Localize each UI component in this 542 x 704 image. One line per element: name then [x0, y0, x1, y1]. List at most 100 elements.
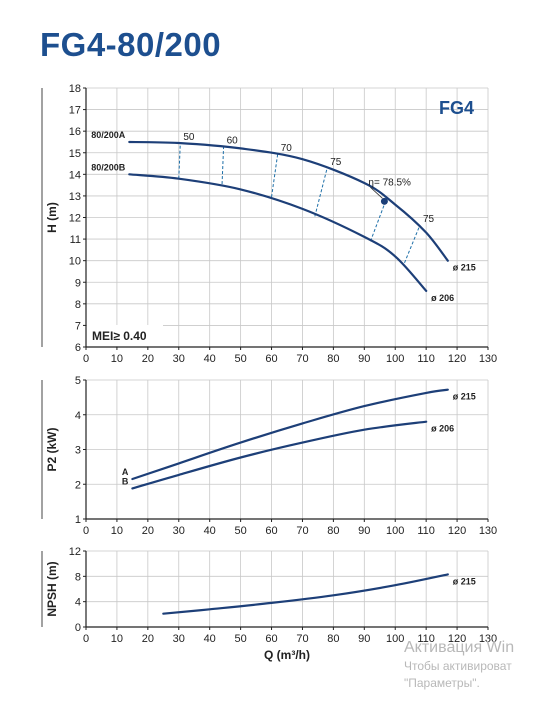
head-x-tick-label: 130: [479, 353, 497, 365]
npsh-x-tick-label: 90: [358, 633, 370, 645]
efficiency-line-1: [221, 146, 225, 185]
power-series-line-0: [131, 388, 449, 481]
power-y-axis-label: P2 (kW): [45, 427, 59, 471]
npsh-x-tick-label: 0: [83, 633, 89, 645]
power-x-tick-label: 50: [234, 525, 246, 537]
windows-activation-watermark: Активация Win Чтобы активироват "Парамет…: [404, 638, 542, 692]
watermark-line-3: "Параметры".: [404, 676, 480, 690]
efficiency-line-0: [178, 143, 181, 179]
power-x-tick-label: 80: [327, 525, 339, 537]
power-series-line-1: [131, 420, 428, 490]
head-x-tick-label: 30: [173, 353, 185, 365]
npsh-y-axis-label: NPSH (m): [45, 561, 59, 616]
head-x-tick-label: 20: [142, 353, 154, 365]
head-x-tick-label: 80: [327, 353, 339, 365]
power-x-tick-label: 70: [296, 525, 308, 537]
head-y-tick-label: 8: [75, 299, 81, 311]
npsh-x-tick-label: 20: [142, 633, 154, 645]
efficiency-label-1: 60: [227, 135, 239, 146]
head-y-tick-label: 14: [69, 169, 81, 181]
watermark-line-1: Активация Win: [404, 639, 515, 656]
head-y-tick-label: 15: [69, 148, 81, 160]
power-x-tick-label: 60: [265, 525, 277, 537]
head-series-name-0: 80/200A: [91, 130, 126, 140]
efficiency-line-4: [404, 224, 421, 264]
power-series-name-1: B: [122, 476, 129, 486]
efficiency-label-3: 75: [330, 157, 342, 168]
power-x-tick-label: 100: [386, 525, 404, 537]
power-x-tick-label: 110: [417, 525, 435, 537]
head-y-tick-label: 16: [69, 126, 81, 138]
power-y-tick-label: 4: [75, 410, 81, 422]
npsh-series-end-label-0: ø 215: [453, 576, 476, 586]
efficiency-label-0: 50: [183, 132, 195, 143]
npsh-x-axis-label: Q (m³/h): [264, 648, 310, 662]
efficiency-line-2: [271, 153, 279, 198]
npsh-x-tick-label: 50: [234, 633, 246, 645]
head-x-tick-label: 70: [296, 353, 308, 365]
npsh-y-tick-label: 0: [75, 622, 81, 634]
best-efficiency-point: [380, 197, 388, 205]
npsh-x-tick-label: 60: [265, 633, 277, 645]
power-series-name-0: A: [122, 467, 129, 477]
npsh-y-tick-label: 8: [75, 571, 81, 583]
npsh-x-tick-label: 70: [296, 633, 308, 645]
head-x-tick-label: 100: [386, 353, 404, 365]
page-title: FG4-80/200: [40, 26, 222, 63]
head-series-badge: FG4: [439, 98, 474, 118]
npsh-x-tick-label: 100: [386, 633, 404, 645]
power-x-tick-label: 10: [111, 525, 123, 537]
head-y-tick-label: 13: [69, 191, 81, 203]
head-y-tick-label: 12: [69, 213, 81, 225]
head-y-tick-label: 9: [75, 277, 81, 289]
best-efficiency-leader: [370, 187, 383, 199]
npsh-series-line-0: [162, 573, 449, 615]
npsh-x-tick-label: 10: [111, 633, 123, 645]
head-y-tick-label: 18: [69, 83, 81, 95]
head-x-tick-label: 90: [358, 353, 370, 365]
head-y-tick-label: 10: [69, 256, 81, 268]
npsh-x-tick-label: 120: [448, 633, 466, 645]
head-series-name-1: 80/200B: [91, 162, 126, 172]
head-x-tick-label: 110: [417, 353, 435, 365]
power-y-tick-label: 5: [75, 375, 81, 387]
efficiency-label-4: 75: [423, 214, 435, 225]
power-x-tick-label: 30: [173, 525, 185, 537]
head-y-tick-label: 11: [70, 234, 81, 246]
head-y-axis-label: H (m): [45, 202, 59, 233]
npsh-x-tick-label: 130: [479, 633, 497, 645]
head-x-tick-label: 10: [111, 353, 123, 365]
power-x-tick-label: 90: [358, 525, 370, 537]
best-efficiency-label: η= 78.5%: [368, 177, 411, 188]
head-y-tick-label: 7: [75, 320, 81, 332]
npsh-x-tick-label: 40: [204, 633, 216, 645]
head-x-tick-label: 40: [204, 353, 216, 365]
power-y-tick-label: 2: [75, 479, 81, 491]
power-x-tick-label: 20: [142, 525, 154, 537]
npsh-y-tick-label: 4: [75, 597, 81, 609]
power-series-end-label-0: ø 215: [453, 392, 476, 402]
npsh-x-tick-label: 110: [417, 633, 435, 645]
head-annotation: MEI≥ 0.40: [92, 329, 147, 343]
head-series-end-label-0: ø 215: [453, 263, 476, 273]
power-x-tick-label: 0: [83, 525, 89, 537]
power-y-tick-label: 1: [75, 514, 81, 526]
power-x-tick-label: 120: [448, 525, 466, 537]
head-series-end-label-1: ø 206: [431, 293, 454, 303]
power-x-tick-label: 40: [204, 525, 216, 537]
head-y-tick-label: 6: [75, 342, 81, 354]
head-series-line-0: [128, 140, 449, 262]
eta-dashed-line: [370, 200, 387, 242]
head-x-tick-label: 60: [265, 353, 277, 365]
efficiency-line-3: [314, 167, 328, 217]
power-y-tick-label: 3: [75, 445, 81, 457]
head-x-tick-label: 50: [234, 353, 246, 365]
npsh-y-tick-label: 12: [69, 546, 81, 558]
head-x-tick-label: 120: [448, 353, 466, 365]
efficiency-label-2: 70: [281, 143, 293, 154]
npsh-x-tick-label: 30: [173, 633, 185, 645]
power-series-end-label-1: ø 206: [431, 424, 454, 434]
head-y-tick-label: 17: [69, 105, 81, 117]
head-series-line-1: [128, 173, 428, 292]
